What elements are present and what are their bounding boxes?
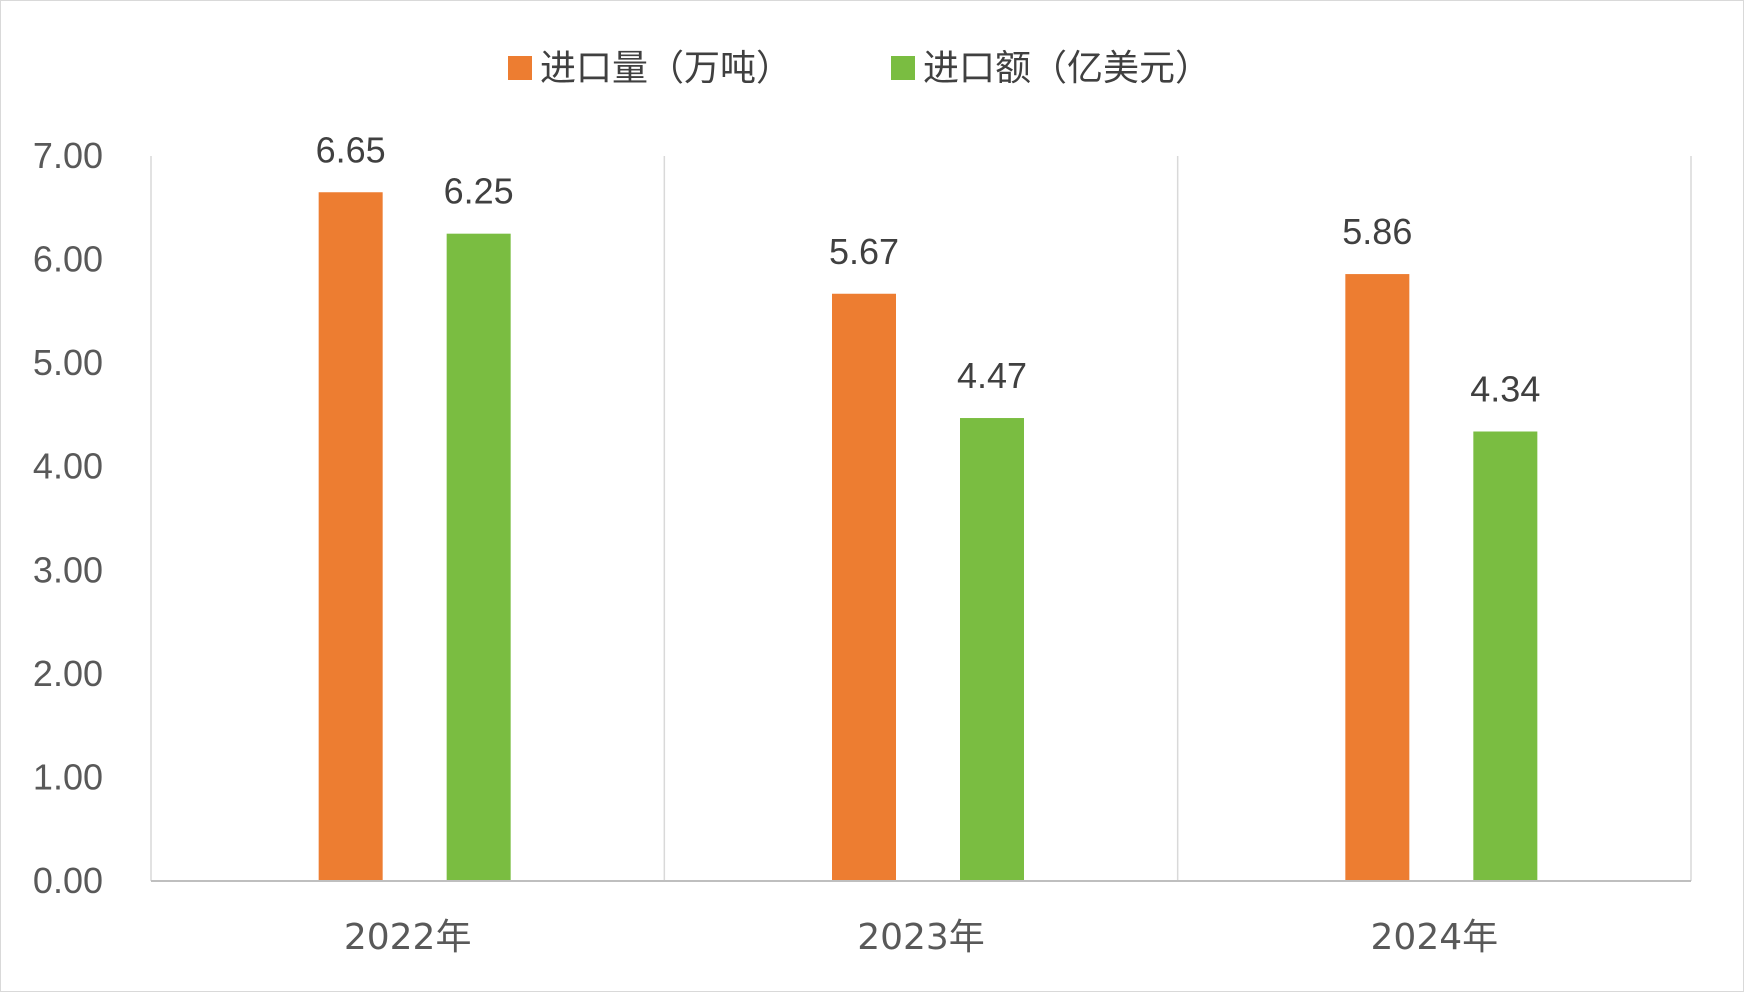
bar-series2-3 bbox=[1473, 431, 1538, 881]
y-axis-ticks: 0.00 1.00 2.00 3.00 4.00 5.00 6.00 7.00 bbox=[33, 135, 103, 901]
data-label: 4.34 bbox=[1470, 369, 1540, 410]
y-tick-label: 1.00 bbox=[33, 756, 103, 797]
bar-series2-1 bbox=[446, 233, 511, 881]
legend-label-2: 进口额（亿美元） bbox=[923, 48, 1211, 89]
data-label: 5.86 bbox=[1342, 211, 1412, 252]
data-label: 6.65 bbox=[316, 129, 386, 170]
data-labels: 6.65 6.25 5.67 4.47 5.86 4.34 bbox=[316, 129, 1541, 409]
y-tick-label: 0.00 bbox=[33, 860, 103, 901]
data-label: 4.47 bbox=[957, 355, 1027, 396]
y-tick-label: 4.00 bbox=[33, 446, 103, 487]
category-labels: 2022年 2023年 2024年 bbox=[344, 917, 1498, 958]
legend: 进口量（万吨） 进口额（亿美元） bbox=[508, 48, 1211, 89]
data-label: 5.67 bbox=[829, 231, 899, 272]
x-category-label: 2022年 bbox=[344, 917, 472, 958]
bar-series1-3 bbox=[1345, 274, 1410, 882]
y-tick-label: 3.00 bbox=[33, 549, 103, 590]
bar-series2-2 bbox=[960, 418, 1024, 881]
x-category-label: 2023年 bbox=[857, 917, 985, 958]
y-tick-label: 6.00 bbox=[33, 239, 103, 280]
legend-swatch-1 bbox=[508, 56, 532, 80]
y-tick-label: 7.00 bbox=[33, 135, 103, 176]
bars bbox=[318, 192, 1538, 882]
data-label: 6.25 bbox=[444, 171, 514, 212]
bar-series1-2 bbox=[832, 293, 896, 881]
x-category-label: 2024年 bbox=[1371, 917, 1499, 958]
legend-swatch-2 bbox=[891, 56, 915, 80]
y-tick-label: 5.00 bbox=[33, 342, 103, 383]
bar-series1-1 bbox=[318, 192, 383, 881]
y-tick-label: 2.00 bbox=[33, 653, 103, 694]
legend-label-1: 进口量（万吨） bbox=[540, 48, 792, 89]
grid bbox=[150, 156, 1692, 881]
